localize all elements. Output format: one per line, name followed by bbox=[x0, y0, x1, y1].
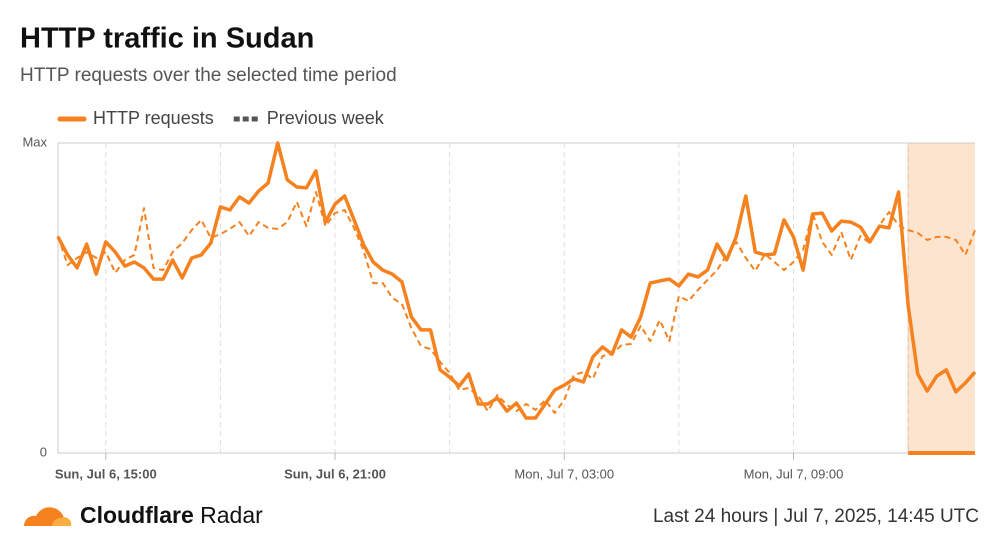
legend-label: Previous week bbox=[267, 108, 385, 128]
x-tick-label: Sun, Jul 6, 15:00 bbox=[55, 466, 157, 481]
series-line bbox=[56, 141, 977, 420]
previous-line bbox=[57, 191, 976, 414]
y-tick-label: 0 bbox=[40, 444, 47, 459]
highlight-region bbox=[908, 143, 975, 453]
brand-name: Cloudflare Radar bbox=[80, 502, 263, 528]
chart-subtitle: HTTP requests over the selected time per… bbox=[20, 65, 397, 86]
footer: Last 24 hours | Jul 7, 2025, 14:45 UTC bbox=[653, 506, 979, 527]
legend-label: HTTP requests bbox=[93, 108, 214, 128]
brand-light: Radar bbox=[200, 502, 263, 528]
logo bbox=[23, 507, 72, 526]
x-tick-label: Sun, Jul 6, 21:00 bbox=[284, 466, 386, 481]
chart-title: HTTP traffic in Sudan bbox=[20, 23, 314, 55]
brand-bold: Cloudflare bbox=[80, 502, 194, 528]
y-tick-label: Max bbox=[22, 134, 47, 149]
x-tick-label: Mon, Jul 7, 03:00 bbox=[514, 466, 614, 481]
x-tick-label: Mon, Jul 7, 09:00 bbox=[744, 466, 844, 481]
